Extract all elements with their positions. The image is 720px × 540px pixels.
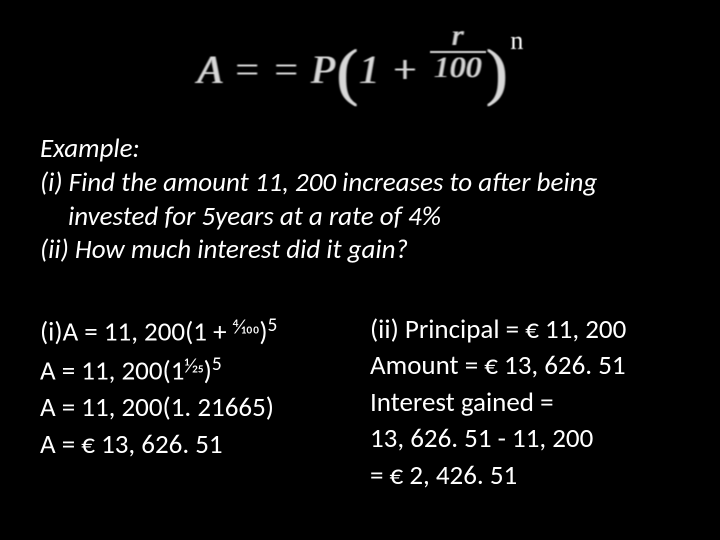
compound-interest-formula: A = = P(1 + r100)n bbox=[198, 21, 523, 109]
sol-i-l2a: A = 11, 200(1 bbox=[40, 355, 184, 388]
formula-eq: = = bbox=[233, 47, 300, 92]
formula-p: P bbox=[311, 47, 336, 92]
sol-ii-line1: (ii) Principal = € 11, 200 bbox=[370, 312, 680, 348]
solution-i: (i)A = 11, 200(1 + 4⁄100)5 A = 11, 200(1… bbox=[40, 312, 350, 494]
formula-frac-num: r bbox=[430, 21, 486, 53]
sol-i-line1: (i)A = 11, 200(1 + 4⁄100)5 bbox=[40, 312, 350, 351]
sol-i-line4: A = € 13, 626. 51 bbox=[40, 427, 350, 463]
formula-fraction: r100 bbox=[430, 21, 486, 83]
problem-line-1b: invested for 5years at a rate of 4% bbox=[40, 200, 680, 234]
formula-frac-den: 100 bbox=[430, 53, 486, 83]
sol-i-l2sup: 5 bbox=[212, 352, 222, 376]
formula-one-plus: 1 + bbox=[359, 47, 419, 92]
formula-lhs: A bbox=[198, 47, 223, 92]
sol-i-l1b: ) bbox=[259, 316, 267, 349]
problem-line-2: (ii) How much interest did it gain? bbox=[40, 233, 680, 267]
formula-exponent: n bbox=[510, 26, 524, 55]
sol-ii-line2: Amount = € 13, 626. 51 bbox=[370, 348, 680, 384]
sol-ii-line4: 13, 626. 51 - 11, 200 bbox=[370, 421, 680, 457]
sol-i-l2b: ) bbox=[204, 355, 212, 388]
formula-region: A = = P(1 + r100)n bbox=[0, 10, 720, 120]
problem-line-1: (i) Find the amount 11, 200 increases to… bbox=[40, 166, 680, 200]
solution-ii: (ii) Principal = € 11, 200 Amount = € 13… bbox=[370, 312, 680, 494]
sol-i-l1a: (i)A = 11, 200(1 + bbox=[40, 316, 233, 349]
sol-ii-line3: Interest gained = bbox=[370, 385, 680, 421]
sol-i-l1sup: 5 bbox=[268, 313, 278, 337]
sol-i-l2frac: 1⁄25 bbox=[184, 355, 203, 379]
problem-statement: Example: (i) Find the amount 11, 200 inc… bbox=[40, 132, 680, 267]
solutions-region: (i)A = 11, 200(1 + 4⁄100)5 A = 11, 200(1… bbox=[40, 312, 680, 494]
left-paren: ( bbox=[337, 36, 359, 107]
sol-ii-line5: = € 2, 426. 51 bbox=[370, 458, 680, 494]
sol-i-line3: A = 11, 200(1. 21665) bbox=[40, 390, 350, 426]
sol-i-l1frac: 4⁄100 bbox=[233, 316, 260, 340]
example-heading: Example: bbox=[40, 132, 680, 166]
right-paren: ) bbox=[486, 36, 508, 107]
sol-i-line2: A = 11, 200(11⁄25)5 bbox=[40, 351, 350, 390]
